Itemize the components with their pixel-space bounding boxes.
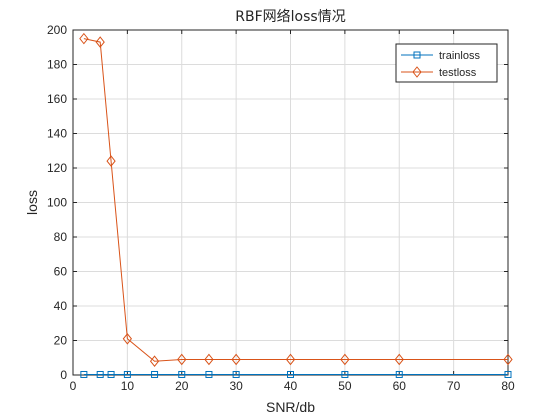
grid-lines: [73, 30, 508, 375]
legend: trainloss testloss: [395, 43, 498, 83]
trainloss-marker: [287, 370, 294, 378]
y-tick-label: 180: [47, 58, 67, 72]
x-tick-label: 30: [229, 379, 243, 393]
x-axis-label: SNR/db: [266, 399, 315, 415]
testloss-marker: [149, 355, 160, 368]
testloss-marker: [177, 353, 187, 366]
testloss-marker: [79, 32, 89, 45]
trainloss-marker: [107, 370, 115, 378]
legend-item-testloss: testloss: [401, 66, 477, 79]
series-group: [79, 32, 513, 378]
legend-label: testloss: [439, 67, 477, 79]
trainloss-marker: [341, 370, 349, 378]
trainloss-marker: [232, 370, 240, 378]
x-tick-label: 0: [70, 379, 77, 393]
trainloss-marker: [395, 370, 403, 378]
y-tick-label: 0: [60, 368, 67, 382]
testloss-marker: [285, 353, 296, 366]
x-tick-label: 70: [447, 379, 461, 393]
testloss-marker: [394, 353, 404, 366]
testloss-marker: [95, 36, 105, 48]
trainloss-marker: [504, 370, 512, 378]
series-trainloss: [80, 370, 512, 378]
axis-ticks: 0 10 20 30 40 50 60 70 80 0 20 40 60 80 100 120 140 160 18…: [47, 23, 515, 393]
testloss-marker: [122, 332, 133, 345]
trainloss-marker: [178, 370, 186, 378]
x-tick-label: 10: [121, 379, 135, 393]
testloss-marker: [106, 155, 116, 167]
legend-box: [395, 43, 498, 83]
trainloss-marker: [151, 370, 159, 378]
legend-label: trainloss: [439, 50, 480, 62]
y-tick-label: 140: [47, 127, 67, 141]
series-testloss: [79, 32, 513, 368]
y-axis-label: loss: [24, 190, 40, 215]
legend-marker: [412, 66, 422, 78]
y-tick-label: 20: [54, 334, 68, 348]
testloss-marker: [340, 353, 350, 366]
y-tick-label: 60: [54, 265, 68, 279]
trainloss-marker: [80, 370, 88, 378]
x-tick-label: 80: [501, 379, 515, 393]
x-tick-label: 50: [338, 379, 352, 393]
y-tick-label: 120: [47, 161, 67, 175]
testloss-marker: [204, 353, 214, 366]
x-tick-label: 40: [284, 379, 298, 393]
y-tick-label: 160: [47, 92, 67, 106]
y-tick-label: 100: [47, 196, 67, 210]
x-tick-label: 60: [393, 379, 407, 393]
testloss-marker: [231, 353, 241, 366]
legend-item-trainloss: trainloss: [401, 50, 480, 62]
trainloss-marker: [205, 370, 213, 378]
y-tick-label: 80: [54, 230, 68, 244]
chart-title: RBF网络loss情况: [235, 9, 345, 25]
y-tick-label: 200: [47, 23, 67, 37]
testloss-marker: [503, 353, 513, 366]
y-tick-label: 40: [54, 299, 68, 313]
x-tick-label: 20: [175, 379, 189, 393]
testloss-line: [83, 38, 508, 362]
trainloss-marker: [96, 370, 104, 378]
trainloss-marker: [123, 370, 131, 378]
legend-marker: [413, 51, 421, 59]
